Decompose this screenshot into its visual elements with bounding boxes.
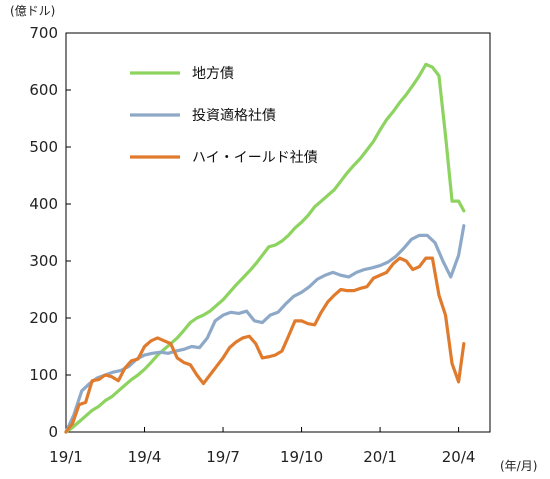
y-tick-label: 500 [29, 138, 58, 156]
y-axis-unit-label: (億ドル) [10, 4, 55, 18]
series-lines [64, 62, 466, 434]
legend-label-0: 地方債 [192, 66, 234, 82]
series-line-0 [64, 62, 466, 434]
series-line-2 [64, 256, 466, 434]
series-line-1 [64, 224, 466, 434]
legend-label-1: 投資適格社債 [192, 107, 276, 124]
y-tick-label: 300 [29, 252, 58, 270]
x-tick-label: 19/10 [280, 448, 323, 466]
plot-frame [65, 32, 491, 433]
x-tick-label: 19/1 [49, 448, 83, 466]
plot-border [65, 32, 491, 433]
x-tick-label: 20/1 [363, 448, 397, 466]
y-tick-label: 200 [29, 309, 58, 327]
legend-label-2: ハイ・イールド社債 [192, 150, 318, 166]
y-tick-label: 0 [48, 423, 58, 441]
x-tick-label: 19/4 [128, 448, 162, 466]
x-tick-label: 20/4 [442, 448, 476, 466]
y-tick-label: 400 [29, 195, 58, 213]
y-tick-label: 600 [29, 81, 58, 99]
x-tick-label: 19/7 [206, 448, 240, 466]
x-axis-ticks: 19/1 19/4 19/7 19/10 20/1 20/4 [49, 427, 475, 466]
y-axis-ticks: 0 100 200 300 400 500 600 700 [29, 24, 71, 441]
x-axis-unit-label: (年/月) [500, 459, 537, 473]
y-tick-label: 100 [29, 366, 58, 384]
y-tick-label: 700 [29, 24, 58, 42]
